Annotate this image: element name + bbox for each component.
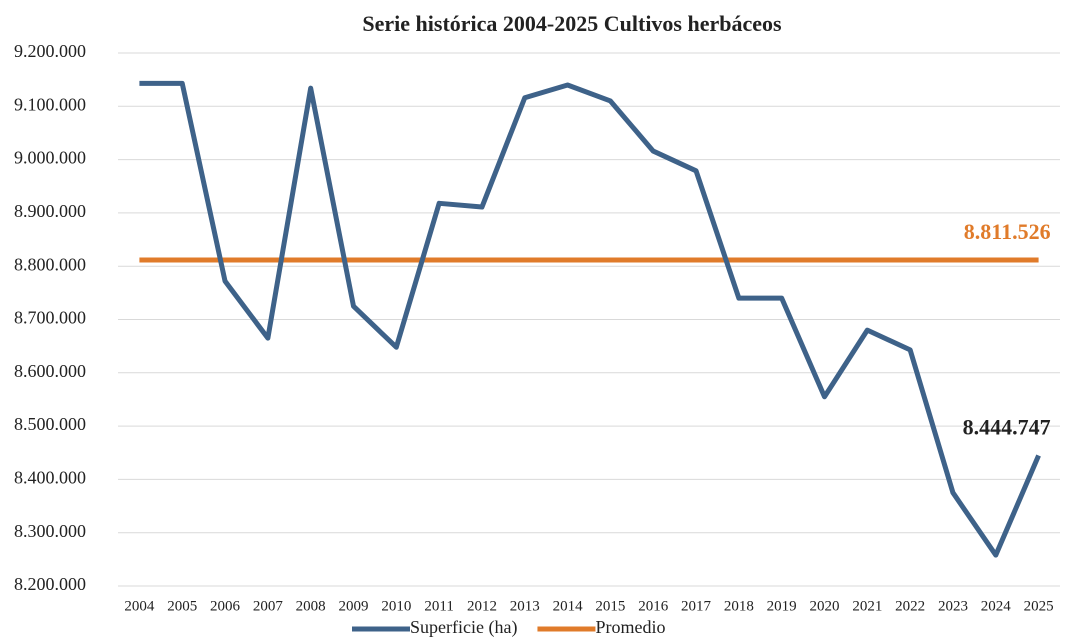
y-tick-label: 8.600.000 xyxy=(14,361,86,381)
x-tick-label: 2009 xyxy=(339,598,369,614)
x-tick-label: 2005 xyxy=(167,598,197,614)
y-tick-label: 9.200.000 xyxy=(14,41,86,61)
x-tick-label: 2004 xyxy=(124,598,155,614)
x-tick-label: 2024 xyxy=(981,598,1012,614)
y-tick-label: 8.500.000 xyxy=(14,414,86,434)
y-tick-label: 8.400.000 xyxy=(14,468,86,488)
data-label: 8.811.526 xyxy=(964,219,1051,244)
x-tick-label: 2010 xyxy=(381,598,411,614)
legend-label: Superficie (ha) xyxy=(410,617,517,638)
x-tick-label: 2013 xyxy=(510,598,540,614)
x-tick-label: 2014 xyxy=(553,598,584,614)
y-tick-label: 8.200.000 xyxy=(14,574,86,594)
x-tick-label: 2025 xyxy=(1024,598,1054,614)
x-tick-label: 2021 xyxy=(852,598,882,614)
x-tick-label: 2007 xyxy=(253,598,284,614)
x-tick-label: 2016 xyxy=(638,598,669,614)
x-tick-label: 2019 xyxy=(767,598,797,614)
x-tick-label: 2011 xyxy=(424,598,453,614)
x-tick-label: 2012 xyxy=(467,598,497,614)
data-label: 8.444.747 xyxy=(963,415,1051,440)
x-tick-label: 2006 xyxy=(210,598,241,614)
y-tick-label: 8.300.000 xyxy=(14,521,86,541)
y-tick-label: 9.000.000 xyxy=(14,148,86,168)
y-tick-label: 9.100.000 xyxy=(14,94,86,114)
x-tick-label: 2015 xyxy=(595,598,625,614)
x-tick-label: 2008 xyxy=(296,598,326,614)
x-tick-label: 2022 xyxy=(895,598,925,614)
x-tick-label: 2020 xyxy=(810,598,840,614)
x-tick-label: 2018 xyxy=(724,598,754,614)
x-tick-label: 2017 xyxy=(681,598,712,614)
legend-label: Promedio xyxy=(595,617,665,637)
line-series xyxy=(139,80,1041,558)
x-tick-label: 2023 xyxy=(938,598,968,614)
y-tick-label: 8.900.000 xyxy=(14,201,86,221)
y-tick-label: 8.800.000 xyxy=(14,254,86,274)
y-tick-label: 8.700.000 xyxy=(14,308,86,328)
chart-title: Serie histórica 2004-2025 Cultivos herbá… xyxy=(362,11,782,36)
